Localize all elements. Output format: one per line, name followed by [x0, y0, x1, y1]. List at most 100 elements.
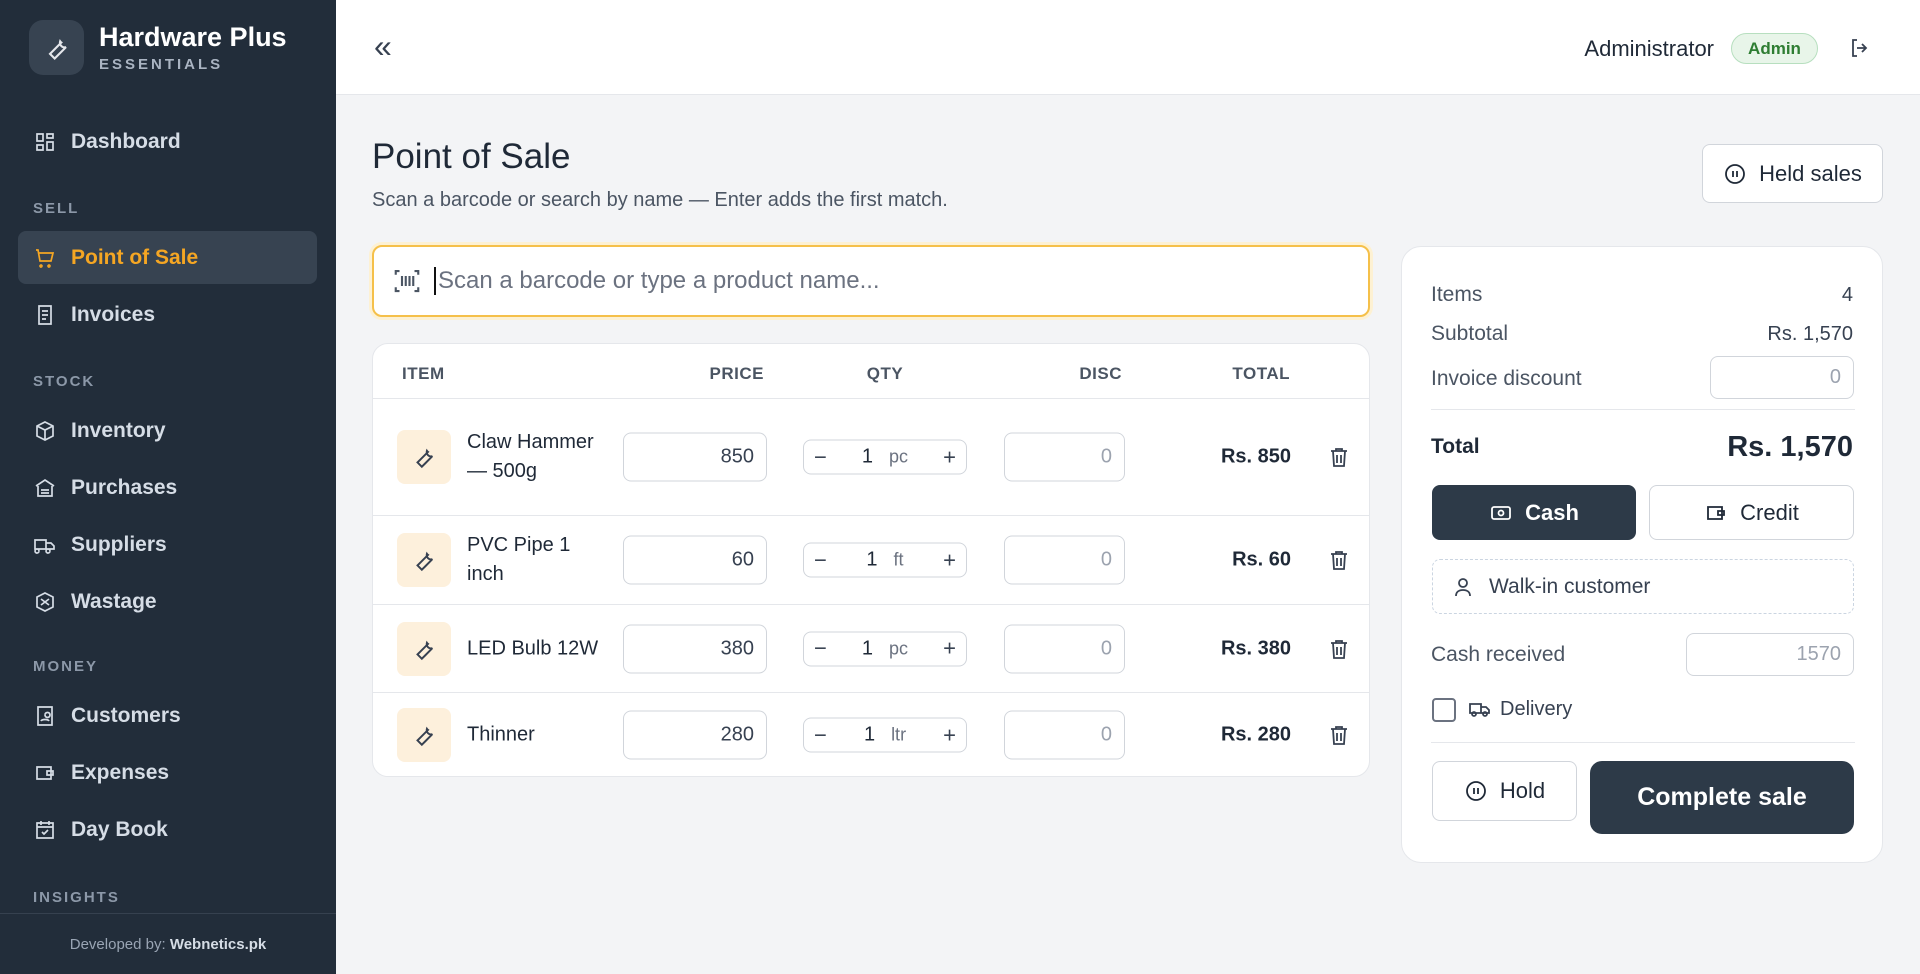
qty-increase[interactable]: + [943, 635, 956, 661]
delete-button[interactable] [1327, 548, 1351, 572]
delivery-label: Delivery [1500, 697, 1573, 720]
nav-item[interactable]: Expenses [18, 746, 317, 799]
item-name: PVC Pipe 1 inch [467, 534, 571, 585]
nav-label: Point of Sale [71, 245, 199, 269]
qty-value: 1 pc [862, 446, 908, 469]
credit-button[interactable]: Credit [1649, 485, 1854, 540]
qty-unit: pc [889, 638, 909, 658]
delete-button[interactable] [1327, 637, 1351, 661]
disc-placeholder: 0 [1100, 445, 1112, 468]
nav-label: Wastage [71, 589, 157, 613]
held-sales-label: Held sales [1759, 160, 1862, 186]
price-input[interactable]: 380 [623, 624, 767, 673]
delete-button[interactable] [1327, 445, 1351, 469]
qty-decrease[interactable]: − [814, 722, 827, 747]
customer-label: Walk-in customer [1489, 574, 1651, 598]
discount-input[interactable]: 0 [1710, 356, 1854, 399]
price-value: 60 [731, 548, 754, 571]
held-sales-button[interactable]: Held sales [1702, 144, 1883, 203]
items-value: 4 [1841, 284, 1853, 306]
nav-item[interactable]: Suppliers [18, 518, 317, 571]
nav-section: STOCK [33, 373, 96, 390]
disc-input[interactable]: 0 [1004, 535, 1125, 585]
delivery-checkbox[interactable] [1432, 698, 1456, 722]
topbar: « Administrator Admin [336, 0, 1920, 95]
items-label: Items [1431, 283, 1483, 306]
cart-row: Claw Hammer — 500g 850 − 1 pc +0 Rs. 850 [373, 398, 1370, 515]
qty-number: 1 [866, 548, 878, 571]
qty-unit: ltr [891, 724, 907, 745]
qty-number: 1 [861, 637, 874, 659]
nav-label: Invoices [71, 302, 156, 326]
price-input[interactable]: 280 [623, 710, 767, 760]
footer-link[interactable]: Webnetics.pk [169, 935, 267, 953]
price-input[interactable]: 60 [623, 535, 767, 585]
nav-item[interactable]: Inventory [18, 404, 317, 457]
disc-input[interactable]: 0 [1004, 710, 1125, 760]
nav-section: MONEY [33, 658, 99, 675]
hold-label: Hold [1499, 778, 1546, 803]
divider [1431, 742, 1855, 743]
delete-button[interactable] [1327, 723, 1351, 747]
nav-label: Inventory [71, 418, 166, 442]
total-value: Rs. 1,570 [1727, 431, 1853, 463]
column-header: DISC [1079, 364, 1122, 383]
price-input[interactable]: 850 [623, 432, 767, 482]
qty-value: 1 ltr [864, 724, 906, 747]
disc-placeholder: 0 [1100, 723, 1112, 746]
cash-received-input[interactable]: 1570 [1686, 633, 1854, 676]
disc-input[interactable]: 0 [1004, 624, 1125, 673]
cash-received-placeholder: 1570 [1796, 643, 1842, 665]
cart-table: ITEM PRICE QTY DISC TOTAL Claw Hammer — 500g 8… [372, 343, 1370, 777]
item-icon [397, 430, 451, 484]
nav-label: Customers [71, 703, 181, 727]
nav-item[interactable]: Wastage [18, 575, 317, 628]
footer-prefix: Developed by: [69, 935, 166, 953]
item-name: LED Bulb 12W [467, 637, 599, 659]
cash-button[interactable]: Cash [1432, 485, 1636, 540]
qty-increase[interactable]: + [943, 444, 956, 469]
collapse-button[interactable]: « [374, 28, 392, 64]
logout-icon[interactable] [1848, 36, 1872, 60]
column-header: TOTAL [1232, 364, 1290, 383]
column-header: PRICE [709, 364, 764, 383]
nav-item[interactable]: Day Book [18, 803, 317, 856]
brand-name: Hardware Plus [99, 22, 287, 52]
qty-control: − 1 ltr + [803, 717, 967, 753]
nav-item[interactable]: Point of Sale [18, 231, 317, 284]
qty-increase[interactable]: + [943, 547, 956, 572]
search-box[interactable]: Scan a barcode or type a product name... [372, 245, 1370, 317]
qty-decrease[interactable]: − [814, 635, 827, 661]
qty-control: − 1 ft + [803, 542, 967, 578]
page-title: Point of Sale [372, 137, 571, 176]
column-header: ITEM [402, 364, 445, 383]
nav-label: Expenses [71, 760, 170, 784]
discount-placeholder: 0 [1829, 366, 1841, 388]
qty-number: 1 [863, 723, 876, 746]
qty-increase[interactable]: + [943, 722, 956, 747]
nav-item[interactable]: Purchases [18, 461, 317, 514]
customer-select[interactable]: Walk-in customer [1432, 559, 1854, 614]
line-total: Rs. 850 [1220, 445, 1291, 468]
hold-button[interactable]: Hold [1432, 761, 1577, 821]
qty-decrease[interactable]: − [814, 444, 827, 469]
search-placeholder: Scan a barcode or type a product name... [438, 267, 880, 294]
line-total: Rs. 60 [1232, 548, 1291, 571]
item-icon [397, 533, 451, 587]
delivery-option: Delivery [1468, 697, 1572, 721]
disc-input[interactable]: 0 [1004, 432, 1125, 482]
page-subtitle: Scan a barcode or search by name — Enter… [372, 189, 948, 211]
cart-row: Thinner 280 − 1 ltr +0 Rs. 280 [373, 692, 1370, 777]
brand-tagline: ESSENTIALS [99, 56, 224, 73]
qty-value: 1 ft [866, 549, 903, 572]
item-name: Claw Hammer — 500g [467, 431, 594, 482]
nav-item[interactable]: Customers [18, 689, 317, 742]
cart-row: LED Bulb 12W 380 − 1 pc +0 Rs. 380 [373, 604, 1370, 692]
subtotal-label: Subtotal [1431, 322, 1509, 345]
qty-control: − 1 pc + [803, 439, 967, 475]
qty-decrease[interactable]: − [814, 547, 827, 572]
nav-item[interactable]: Invoices [18, 288, 317, 341]
logo [29, 20, 84, 75]
nav-item[interactable]: Dashboard [18, 115, 317, 168]
complete-sale-button[interactable]: Complete sale [1590, 761, 1854, 834]
